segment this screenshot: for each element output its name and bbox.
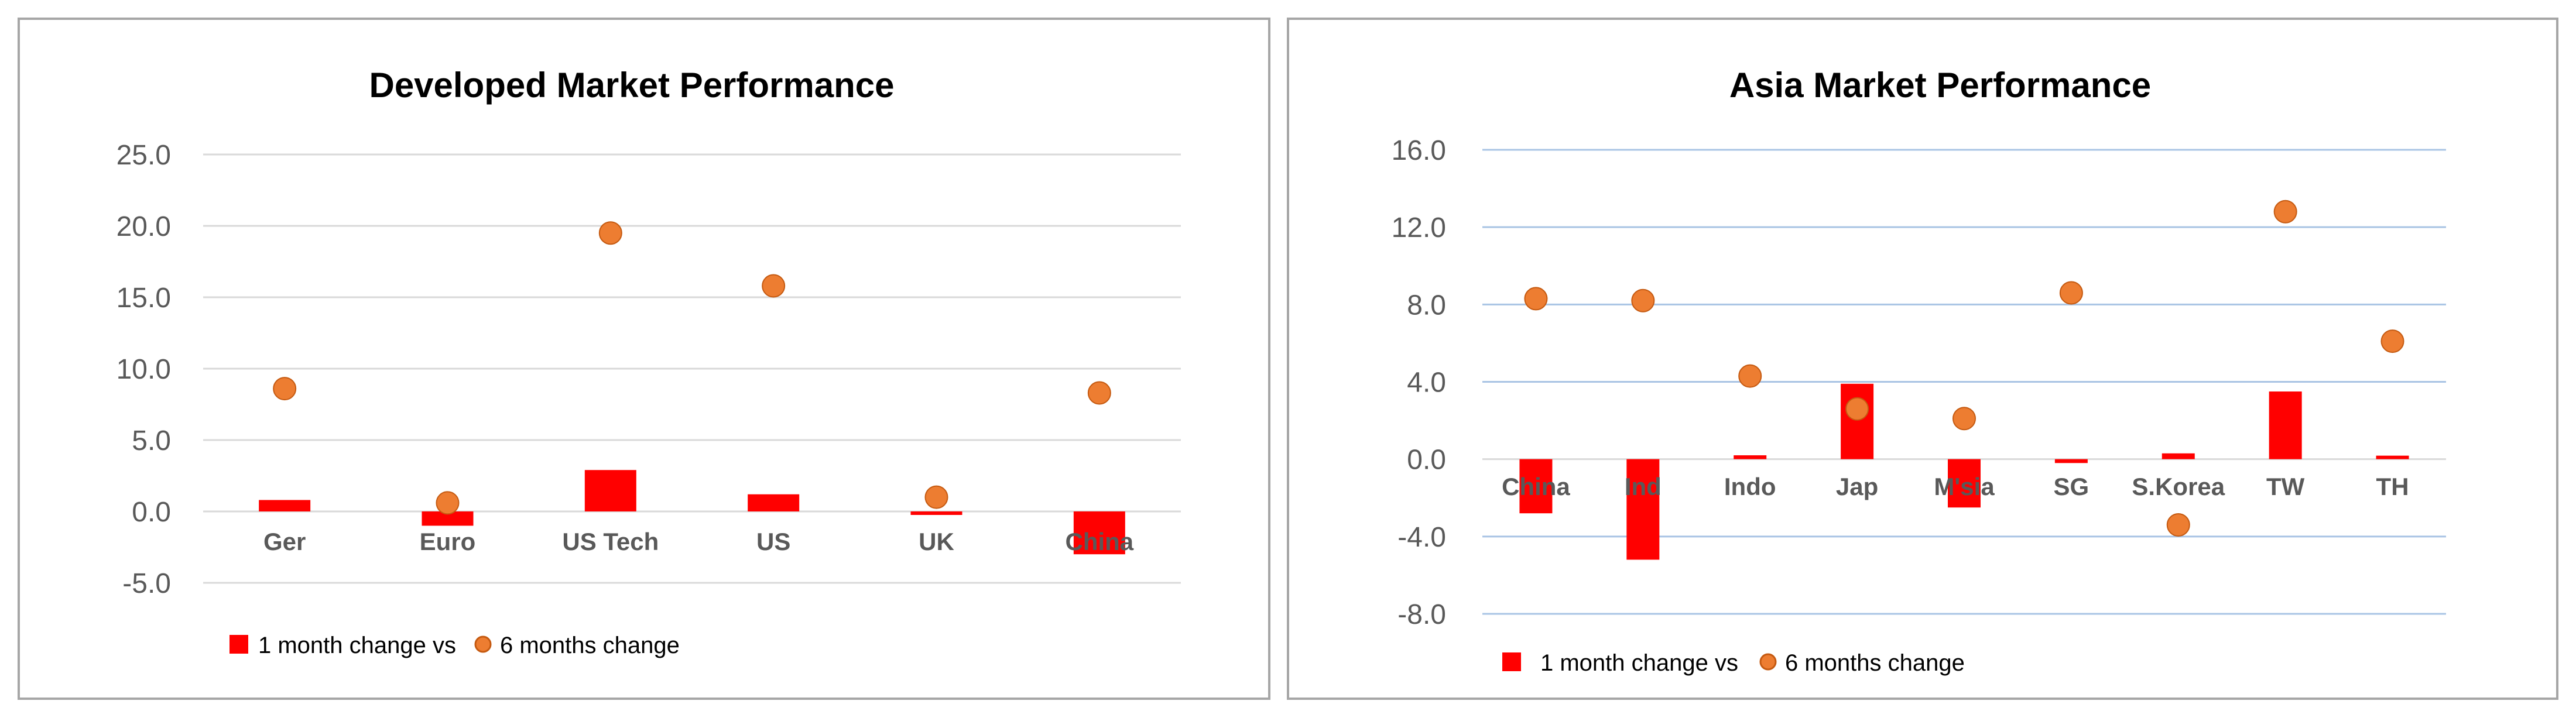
y-tick-label: 15.0 — [117, 283, 171, 314]
bar-us — [748, 494, 800, 511]
x-tick-label: Indo — [1724, 473, 1776, 500]
x-tick-label: China — [1502, 473, 1570, 500]
point-s-korea — [2166, 513, 2190, 537]
point-china — [1524, 287, 1548, 311]
x-tick-label: UK — [919, 528, 954, 555]
y-tick-label: 20.0 — [117, 211, 171, 242]
bar-ind — [1626, 459, 1660, 560]
x-tick-label: TH — [2376, 473, 2409, 500]
y-tick-label: -4.0 — [1397, 522, 1446, 553]
point-ind — [1631, 288, 1655, 312]
chart-legend: 1 month change vs 6 months change — [1502, 650, 1965, 676]
y-tick-label: 16.0 — [1392, 135, 1446, 166]
x-tick-label: Ind — [1625, 473, 1662, 500]
x-tick-label: US Tech — [562, 528, 659, 555]
y-tick-label: 8.0 — [1407, 290, 1446, 321]
y-tick-label: -8.0 — [1397, 599, 1446, 630]
bar-china — [1073, 511, 1125, 555]
point-th — [2380, 329, 2404, 353]
chart-title: Developed Market Performance — [369, 66, 894, 105]
point-jap — [1845, 397, 1869, 421]
x-tick-label: Jap — [1836, 473, 1878, 500]
asia-market-chart-panel: Asia Market Performance China Ind Indo Jap M… — [1287, 18, 2558, 700]
bar-sg — [2054, 459, 2088, 463]
legend-point-swatch — [474, 635, 492, 653]
x-tick-label: M'sia — [1934, 473, 1995, 500]
legend-point-label: 6 months change — [500, 633, 680, 658]
y-tick-label: 0.0 — [1407, 445, 1446, 476]
point-us-tech — [598, 221, 622, 245]
bar-tw — [2269, 391, 2302, 459]
bar-th — [2376, 455, 2409, 459]
point-m-sia — [1952, 407, 1976, 431]
chart-title: Asia Market Performance — [1729, 66, 2151, 105]
point-indo — [1738, 364, 1762, 388]
x-tick-label: Euro — [420, 528, 476, 555]
bar-s-korea — [2161, 453, 2195, 459]
bar-jap — [1841, 383, 1874, 459]
x-tick-label: TW — [2266, 473, 2305, 500]
legend-point-swatch — [1759, 653, 1777, 671]
bar-china — [1519, 459, 1553, 514]
x-tick-label: S.Korea — [2132, 473, 2225, 500]
y-tick-label: 0.0 — [132, 497, 171, 528]
bar-ger — [259, 500, 311, 511]
x-tick-label: US — [756, 528, 790, 555]
y-tick-label: -5.0 — [122, 568, 171, 599]
y-tick-label: 10.0 — [117, 354, 171, 385]
chart-legend: 1 month change vs 6 months change — [229, 633, 680, 658]
y-tick-label: 12.0 — [1392, 212, 1446, 243]
y-tick-label: 25.0 — [117, 140, 171, 171]
legend-bar-label: 1 month change vs — [258, 633, 456, 658]
developed-market-chart-panel: Developed Market Performance Ger Euro US T… — [18, 18, 1270, 700]
x-tick-label: China — [1065, 528, 1133, 555]
point-ger — [273, 377, 297, 401]
asia-market-chart: Asia Market Performance China Ind Indo Jap M… — [1392, 66, 2446, 676]
bar-indo — [1734, 455, 1767, 459]
x-tick-label: SG — [2054, 473, 2089, 500]
bar-us-tech — [584, 470, 636, 511]
legend-bar-label: 1 month change vs — [1540, 650, 1738, 676]
y-tick-label: 5.0 — [132, 425, 171, 456]
legend-bar-swatch — [229, 635, 248, 654]
point-sg — [2059, 281, 2083, 305]
point-us — [762, 274, 786, 298]
y-tick-label: 4.0 — [1407, 367, 1446, 398]
x-tick-label: Ger — [263, 528, 306, 555]
point-euro — [436, 491, 460, 515]
legend-bar-swatch — [1502, 652, 1521, 671]
point-uk — [924, 485, 948, 509]
point-china — [1087, 381, 1111, 405]
bar-uk — [910, 511, 962, 515]
point-tw — [2273, 200, 2297, 224]
developed-market-chart: Developed Market Performance Ger Euro US T… — [117, 66, 1181, 658]
legend-point-label: 6 months change — [1785, 650, 1965, 676]
bar-m-sia — [1948, 459, 1981, 508]
